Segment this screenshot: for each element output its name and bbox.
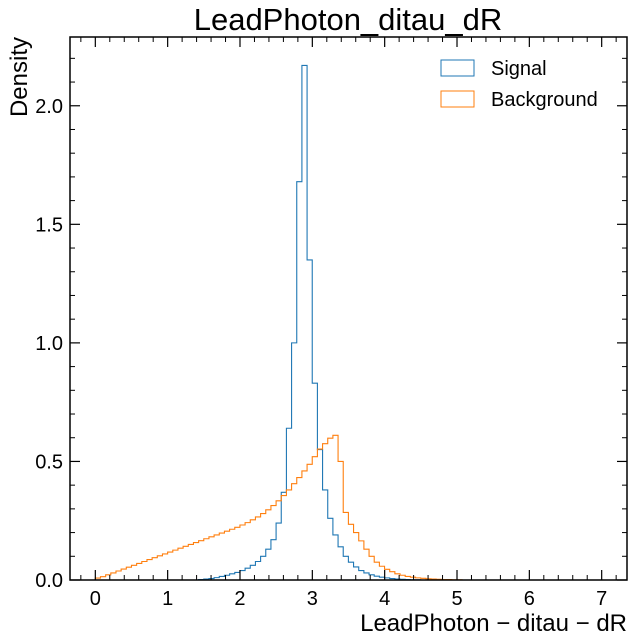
legend-label-signal: Signal <box>491 58 547 80</box>
x-tick-label: 7 <box>596 588 607 610</box>
plot-frame <box>69 36 628 581</box>
histogram-series-signal <box>95 64 612 581</box>
axis-ticks: 0 1 2 3 4 5 6 7 0.0 0.5 1.0 1.5 2.0 <box>35 37 627 610</box>
x-tick-label: 1 <box>162 588 173 610</box>
y-tick-label: 2.0 <box>35 96 63 118</box>
x-tick-label: 0 <box>90 588 101 610</box>
y-tick-label: 1.0 <box>35 333 63 355</box>
x-tick-label: 2 <box>234 588 245 610</box>
legend-swatch-background <box>440 90 475 108</box>
x-tick-label: 4 <box>379 588 390 610</box>
plot-area <box>94 64 612 581</box>
chart-title: LeadPhoton_ditau_dR <box>194 2 503 37</box>
legend: Signal Background <box>440 58 598 111</box>
histogram-series-background <box>94 434 612 581</box>
y-tick-label: 0.5 <box>35 451 63 473</box>
y-tick-label: 1.5 <box>35 214 63 236</box>
legend-swatch-signal <box>440 59 475 77</box>
x-tick-label: 5 <box>451 588 462 610</box>
x-tick-label: 3 <box>307 588 318 610</box>
y-tick-label: 0.0 <box>35 570 63 592</box>
x-axis-label: LeadPhoton − ditau − dR <box>360 610 627 637</box>
x-tick-label: 6 <box>524 588 535 610</box>
y-axis-label: Density <box>6 37 33 117</box>
legend-label-background: Background <box>491 89 598 111</box>
